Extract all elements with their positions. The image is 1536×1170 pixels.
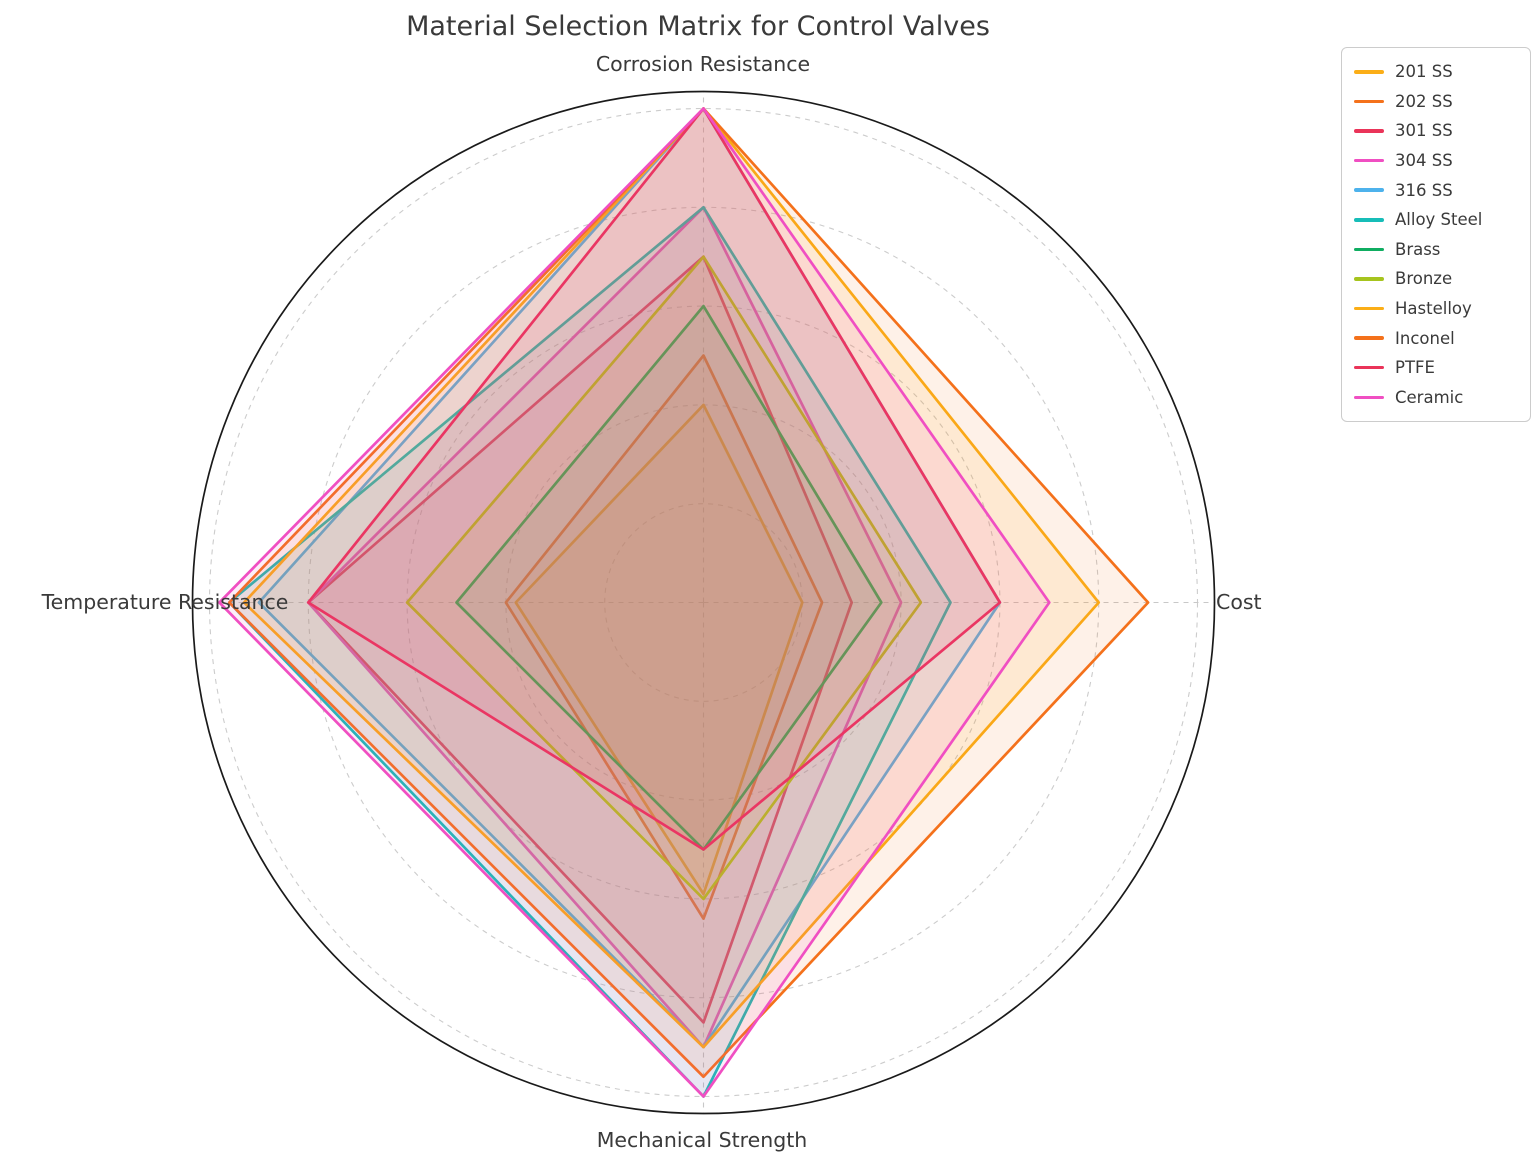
legend-label: 304 SS [1395,151,1453,171]
legend-swatch-icon [1354,336,1384,340]
legend-item-ptfe: PTFE [1354,353,1522,383]
legend-swatch-icon [1354,277,1384,281]
legend-swatch-icon [1354,247,1384,252]
series-polygon-201-ss [514,403,804,896]
legend-label: 301 SS [1395,121,1453,141]
legend-swatch-icon [1354,218,1384,222]
legend-swatch-icon [1354,306,1384,311]
legend-label: PTFE [1395,358,1435,378]
legend-label: Ceramic [1395,387,1464,407]
legend-item-alloy-steel: Alloy Steel [1354,205,1522,235]
legend-swatch-icon [1354,70,1384,74]
legend-item-inconel: Inconel [1354,323,1522,353]
legend-swatch-icon [1354,99,1384,104]
chart-title: Material Selection Matrix for Control Va… [406,11,990,42]
legend-swatch-icon [1354,188,1384,192]
legend-item-316-ss: 316 SS [1354,175,1522,205]
axis-label-corrosion-resistance: Corrosion Resistance [595,52,811,76]
series-polygon-ptfe [306,107,1002,851]
legend-label: Inconel [1395,328,1455,348]
legend-swatch-icon [1354,129,1384,133]
series-polygon-202-ss [504,354,824,921]
legend-label: Brass [1395,239,1441,259]
legend-swatch-icon [1354,395,1384,400]
legend-item-301-ss: 301 SS [1354,116,1522,146]
legend-label: 201 SS [1395,62,1453,82]
axis-label-mechanical-strength: Mechanical Strength [596,1128,808,1152]
legend-item-202-ss: 202 SS [1354,87,1522,117]
polar-spine [191,90,1216,1115]
legend-label: Hastelloy [1395,299,1472,319]
axis-label-cost: Cost [1216,590,1262,614]
series-polygon-inconel [227,107,1150,1079]
legend-swatch-icon [1354,365,1384,370]
axis-label-temperature-resistance: Temperature Resistance [41,590,289,614]
legend-item-201-ss: 201 SS [1354,57,1522,87]
legend-swatch-icon [1354,158,1384,163]
legend-label: 316 SS [1395,180,1453,200]
legend-item-hastelloy: Hastelloy [1354,294,1522,324]
legend-item-ceramic: Ceramic [1354,383,1522,413]
series-polygon-bronze [405,255,923,901]
legend-item-304-ss: 304 SS [1354,146,1522,176]
legend-item-bronze: Bronze [1354,264,1522,294]
legend-label: Alloy Steel [1395,210,1483,230]
legend-label: 202 SS [1395,91,1453,111]
legend-item-brass: Brass [1354,235,1522,265]
legend-label: Bronze [1395,269,1453,289]
series-polygon-ceramic [218,107,1051,1098]
legend: 201 SS 202 SS 301 SS 304 SS 316 SS Alloy Stee… [1341,47,1531,423]
series-polygon-hastelloy [242,107,1101,1049]
